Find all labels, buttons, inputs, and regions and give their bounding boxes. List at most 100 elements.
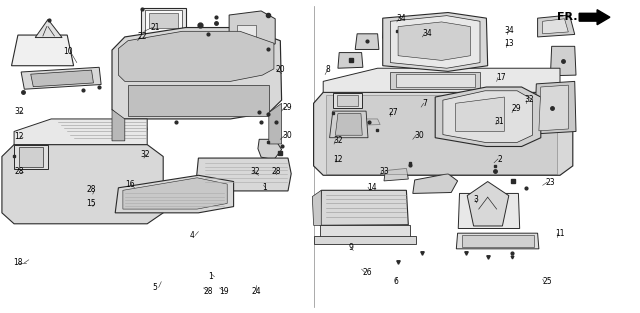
Polygon shape xyxy=(456,97,504,131)
Polygon shape xyxy=(312,190,321,225)
Polygon shape xyxy=(195,158,291,191)
Text: 3: 3 xyxy=(474,195,479,204)
Text: 15: 15 xyxy=(86,199,96,208)
Polygon shape xyxy=(141,8,186,34)
Polygon shape xyxy=(2,145,163,224)
Text: 23: 23 xyxy=(545,178,555,187)
Polygon shape xyxy=(443,91,532,142)
Polygon shape xyxy=(14,145,48,169)
Text: 26: 26 xyxy=(363,268,372,277)
Polygon shape xyxy=(314,236,416,244)
Text: 21: 21 xyxy=(150,23,160,32)
Text: 27: 27 xyxy=(388,108,398,116)
Polygon shape xyxy=(335,114,362,135)
Polygon shape xyxy=(435,87,541,146)
Polygon shape xyxy=(458,193,520,228)
Polygon shape xyxy=(320,190,408,225)
Text: 32: 32 xyxy=(525,95,534,104)
Text: 22: 22 xyxy=(138,33,147,41)
Text: 14: 14 xyxy=(367,183,376,192)
Polygon shape xyxy=(314,92,573,175)
Text: 28: 28 xyxy=(204,287,213,295)
Text: 5: 5 xyxy=(152,283,157,292)
Polygon shape xyxy=(326,95,557,174)
Polygon shape xyxy=(118,31,274,81)
Text: 20: 20 xyxy=(275,65,285,74)
Text: FR.: FR. xyxy=(557,12,577,22)
Text: 1: 1 xyxy=(209,272,213,281)
Text: 18: 18 xyxy=(13,259,22,267)
Text: 32: 32 xyxy=(141,151,150,159)
Polygon shape xyxy=(35,19,62,38)
Text: 13: 13 xyxy=(504,39,514,48)
Text: 9: 9 xyxy=(349,244,354,252)
Text: 28: 28 xyxy=(272,167,282,176)
Text: 4: 4 xyxy=(189,231,195,240)
Text: 34: 34 xyxy=(397,14,406,23)
Polygon shape xyxy=(384,168,408,181)
Polygon shape xyxy=(413,174,458,193)
Text: 1: 1 xyxy=(262,183,267,192)
Text: 34: 34 xyxy=(504,26,514,35)
Polygon shape xyxy=(16,133,46,149)
Text: 12: 12 xyxy=(333,155,343,163)
Text: 6: 6 xyxy=(394,277,399,286)
Polygon shape xyxy=(12,35,74,66)
Polygon shape xyxy=(149,13,178,28)
FancyArrow shape xyxy=(579,10,610,25)
Polygon shape xyxy=(323,68,560,92)
Polygon shape xyxy=(19,147,43,167)
Text: 8: 8 xyxy=(326,65,330,74)
Polygon shape xyxy=(124,122,147,130)
Polygon shape xyxy=(534,81,576,134)
Polygon shape xyxy=(390,16,480,68)
Text: 29: 29 xyxy=(283,103,292,111)
Polygon shape xyxy=(112,110,125,141)
Polygon shape xyxy=(237,25,256,38)
Text: 19: 19 xyxy=(219,287,228,295)
Polygon shape xyxy=(229,11,275,49)
Text: 24: 24 xyxy=(252,287,261,295)
Polygon shape xyxy=(258,139,282,160)
Polygon shape xyxy=(550,46,576,76)
Polygon shape xyxy=(128,85,269,116)
Polygon shape xyxy=(383,13,488,71)
Text: 12: 12 xyxy=(14,132,24,141)
Polygon shape xyxy=(20,135,42,146)
Polygon shape xyxy=(543,19,568,34)
Polygon shape xyxy=(123,178,227,209)
Polygon shape xyxy=(269,103,282,144)
Text: 32: 32 xyxy=(251,167,260,176)
Polygon shape xyxy=(396,74,475,87)
Text: 30: 30 xyxy=(414,131,424,140)
Polygon shape xyxy=(333,93,362,108)
Polygon shape xyxy=(360,119,380,125)
Text: 34: 34 xyxy=(422,29,432,38)
Text: 29: 29 xyxy=(512,105,522,113)
Text: 25: 25 xyxy=(542,277,552,286)
Polygon shape xyxy=(31,70,93,87)
Polygon shape xyxy=(467,182,509,226)
Polygon shape xyxy=(355,34,379,49)
Polygon shape xyxy=(21,67,101,89)
Polygon shape xyxy=(383,23,412,38)
Polygon shape xyxy=(14,119,147,145)
Text: 2: 2 xyxy=(497,155,502,163)
Text: 16: 16 xyxy=(125,180,135,188)
Text: 7: 7 xyxy=(422,99,428,108)
Polygon shape xyxy=(320,225,410,238)
Text: 28: 28 xyxy=(86,185,96,194)
Text: 28: 28 xyxy=(14,167,24,176)
Text: 32: 32 xyxy=(14,107,24,115)
Polygon shape xyxy=(115,175,234,213)
Text: 32: 32 xyxy=(333,136,343,145)
Polygon shape xyxy=(456,233,539,249)
Text: 33: 33 xyxy=(380,167,389,176)
Polygon shape xyxy=(398,22,470,60)
Text: 10: 10 xyxy=(63,47,72,56)
Polygon shape xyxy=(539,85,568,131)
Text: 31: 31 xyxy=(495,117,504,126)
Text: 30: 30 xyxy=(283,131,292,140)
Text: 11: 11 xyxy=(555,229,564,238)
Polygon shape xyxy=(538,15,575,37)
